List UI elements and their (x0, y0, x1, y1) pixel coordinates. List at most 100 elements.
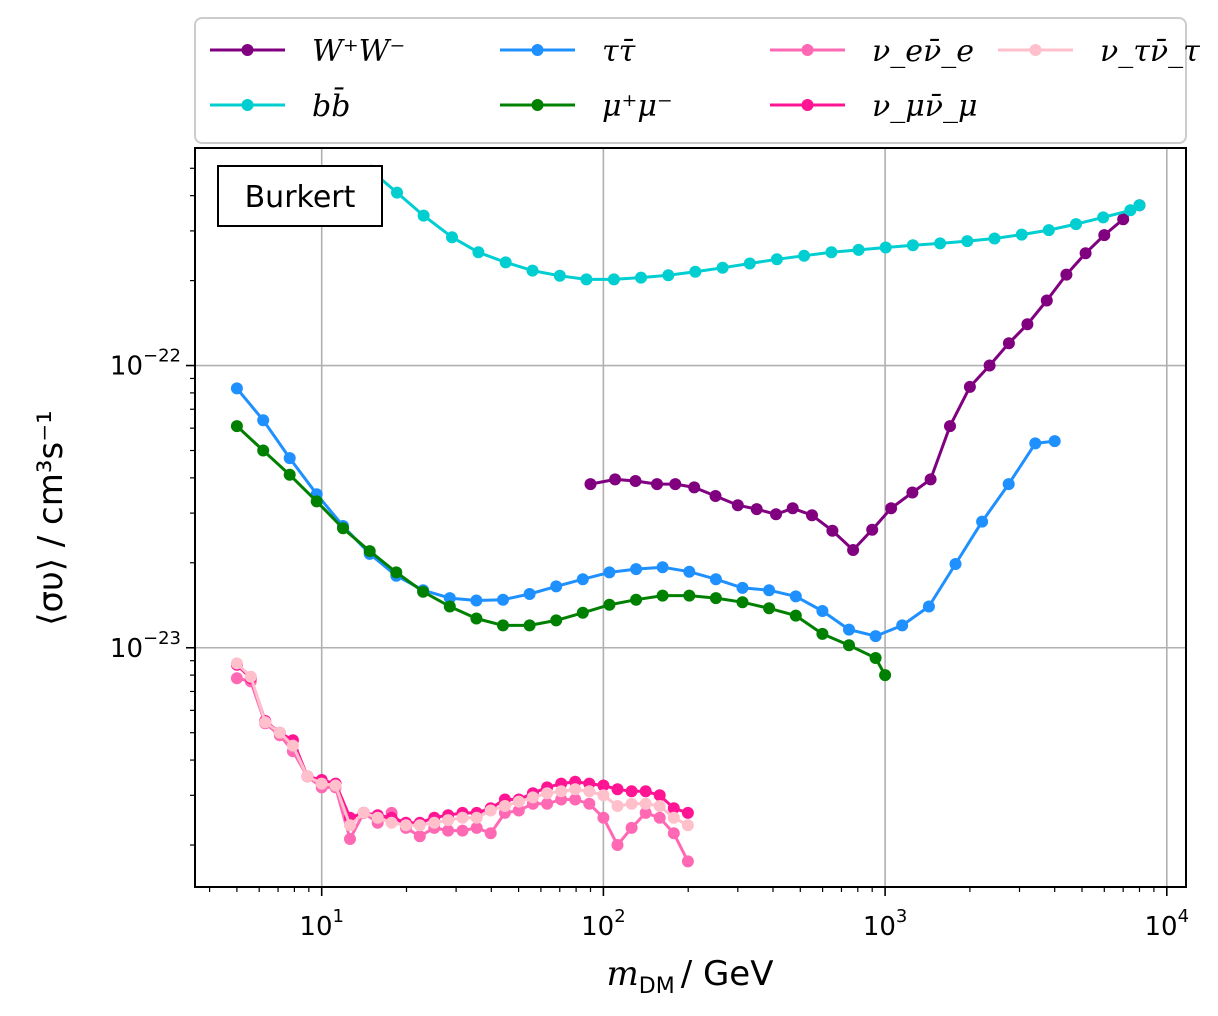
x-axis-title-symbol: m (607, 954, 639, 994)
data-point (639, 797, 652, 810)
data-point (750, 503, 763, 516)
data-point (597, 779, 610, 792)
data-point (1002, 478, 1015, 491)
data-point (843, 639, 855, 652)
data-point (541, 797, 554, 810)
plot-frame (194, 147, 1187, 888)
data-point (329, 779, 342, 792)
data-point (244, 670, 257, 683)
data-point (770, 253, 783, 266)
data-point (576, 573, 589, 586)
legend-item: W⁺W⁻ (210, 34, 405, 69)
annotation-box: Burkert (217, 165, 383, 227)
x-axis-title-subscript: DM (639, 974, 675, 999)
data-point (656, 561, 669, 574)
data-point (630, 563, 643, 576)
data-point (852, 243, 865, 256)
data-point (961, 235, 974, 248)
data-point (869, 652, 882, 664)
data-point (651, 478, 663, 491)
data-point (709, 490, 722, 502)
x-tick-label: 104 (1145, 906, 1190, 942)
data-point (523, 588, 536, 600)
data-point (1070, 218, 1082, 231)
data-point (286, 739, 299, 752)
data-point (681, 855, 694, 868)
data-point (736, 596, 749, 609)
data-point (770, 508, 782, 521)
data-point (625, 821, 638, 834)
data-point (709, 592, 722, 605)
y-tick-label: 10−23 (110, 628, 181, 664)
data-point (1133, 199, 1146, 212)
y-tick-exponent: −22 (143, 346, 181, 367)
data-point (390, 566, 403, 579)
data-point (385, 816, 398, 829)
legend-item: ν_τν̄_τ (998, 34, 1200, 69)
data-point (555, 785, 568, 798)
data-point (667, 811, 680, 824)
data-point (555, 793, 568, 806)
data-point (472, 246, 485, 259)
x-axis-title: mDM / GeV (607, 954, 774, 999)
data-point (583, 785, 596, 798)
data-point (869, 630, 882, 643)
data-point (630, 593, 643, 606)
data-point (789, 590, 802, 603)
data-point (523, 619, 536, 632)
data-point (825, 246, 838, 259)
legend-label: bb̄ (312, 86, 350, 124)
data-point (988, 232, 1001, 245)
legend-item: μ⁺μ⁻ (500, 89, 673, 124)
legend-label: ττ̄ (602, 34, 636, 69)
x-tick-exponent: 4 (1178, 906, 1189, 927)
series-0 (584, 199, 1146, 556)
data-point (879, 241, 892, 254)
data-point (499, 256, 512, 269)
data-point (417, 585, 430, 598)
data-point (786, 502, 799, 515)
x-tick-label: 101 (299, 906, 344, 942)
data-point (580, 273, 593, 286)
data-point (259, 716, 272, 729)
data-point (470, 612, 483, 625)
data-point (413, 830, 426, 843)
legend-label: ν_τν̄_τ (1100, 34, 1200, 69)
data-point (611, 800, 624, 812)
data-point (653, 800, 666, 812)
data-point (526, 264, 539, 277)
data-point (230, 382, 243, 395)
legend-swatch-marker (241, 99, 254, 111)
data-point (656, 589, 669, 602)
data-point (484, 804, 497, 817)
data-point (639, 785, 652, 798)
annotation-label: Burkert (245, 180, 356, 215)
data-point (611, 839, 624, 851)
legend-swatch-marker (241, 44, 254, 56)
data-point (866, 523, 879, 536)
data-point (1098, 229, 1111, 242)
data-point (344, 833, 356, 845)
data-point (763, 584, 776, 597)
data-point (371, 811, 384, 824)
legend-frame (194, 17, 1187, 144)
x-tick-base: 10 (863, 912, 896, 942)
data-point (763, 602, 776, 615)
data-point (683, 565, 696, 578)
data-point (976, 515, 989, 528)
legend-swatch-marker (531, 99, 544, 111)
data-point (816, 605, 829, 617)
data-point (512, 795, 525, 808)
data-point (688, 481, 701, 494)
data-point (443, 592, 456, 605)
data-point (569, 793, 582, 806)
x-tick-label: 103 (863, 906, 908, 942)
data-point (798, 249, 811, 262)
data-point (1048, 435, 1061, 448)
x-axis-title-unit: / GeV (681, 954, 774, 994)
data-point (607, 273, 620, 286)
data-point (497, 619, 509, 632)
data-point (583, 797, 596, 810)
